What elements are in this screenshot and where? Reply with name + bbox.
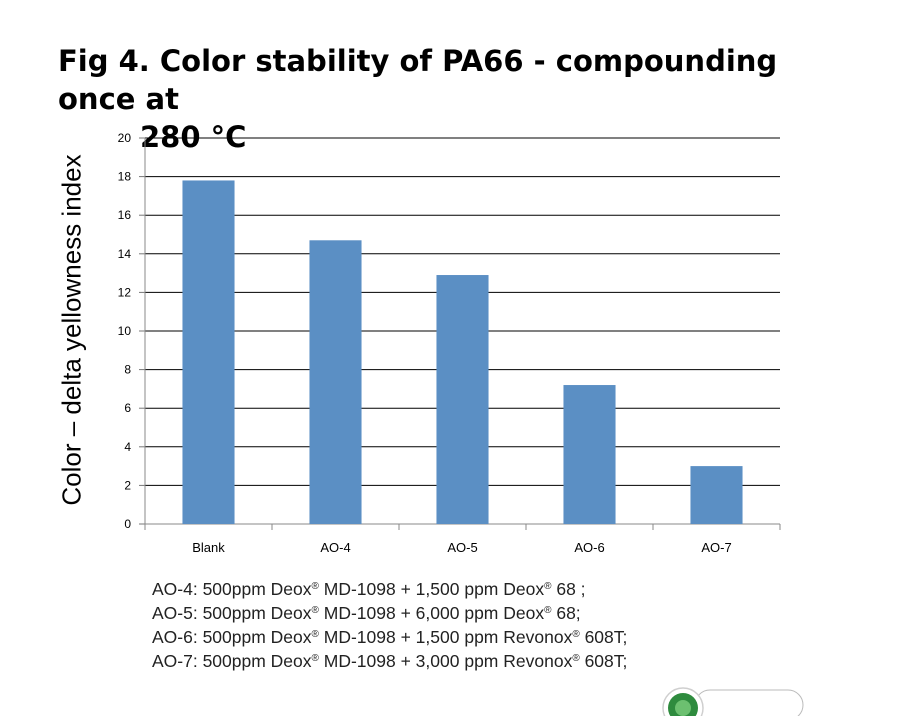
- x-tick-label: AO-6: [574, 540, 604, 555]
- note-ao-4: AO-4: 500ppm Deox® MD-1098 + 1,500 ppm D…: [152, 579, 586, 599]
- note-ao-6: AO-6: 500ppm Deox® MD-1098 + 1,500 ppm R…: [152, 627, 628, 647]
- bar-ao-6: [563, 385, 616, 524]
- bar-ao-7: [690, 466, 743, 524]
- y-tick-label: 14: [118, 247, 132, 261]
- x-tick-label: Blank: [192, 540, 225, 555]
- x-tick-label: AO-4: [320, 540, 350, 555]
- y-tick-label: 12: [118, 285, 132, 299]
- title-line-1: Fig 4. Color stability of PA66 - compoun…: [58, 44, 778, 116]
- bar-chart: 0 2 4 6 8 10 12 14 16 18 20 Blank AO-4 AO-5 AO-6 AO-7: [118, 131, 781, 555]
- chart-title: Fig 4. Color stability of PA66 - compoun…: [58, 42, 858, 156]
- x-tick-label: AO-5: [447, 540, 477, 555]
- y-tick-label: 18: [118, 170, 132, 184]
- y-tick-label: 4: [124, 440, 131, 454]
- y-tick-label: 0: [124, 517, 131, 531]
- note-ao-5: AO-5: 500ppm Deox® MD-1098 + 6,000 ppm D…: [152, 603, 581, 623]
- x-tick-label: AO-7: [701, 540, 731, 555]
- bar-ao-4: [309, 240, 362, 525]
- company-logo-icon: [662, 687, 804, 716]
- y-tick-label: 20: [118, 131, 132, 145]
- y-tick-label: 16: [118, 208, 132, 222]
- y-tick-label: 10: [118, 324, 132, 338]
- formulation-notes: AO-4: 500ppm Deox® MD-1098 + 1,500 ppm D…: [152, 576, 627, 672]
- y-tick-label: 2: [124, 478, 131, 492]
- y-tick-label: 6: [124, 401, 131, 415]
- note-ao-7: AO-7: 500ppm Deox® MD-1098 + 3,000 ppm R…: [152, 651, 628, 671]
- title-line-2: 280 °C: [140, 120, 247, 154]
- bar-ao-5: [436, 275, 489, 524]
- y-tick-label: 8: [124, 363, 131, 377]
- bar-blank: [182, 180, 235, 524]
